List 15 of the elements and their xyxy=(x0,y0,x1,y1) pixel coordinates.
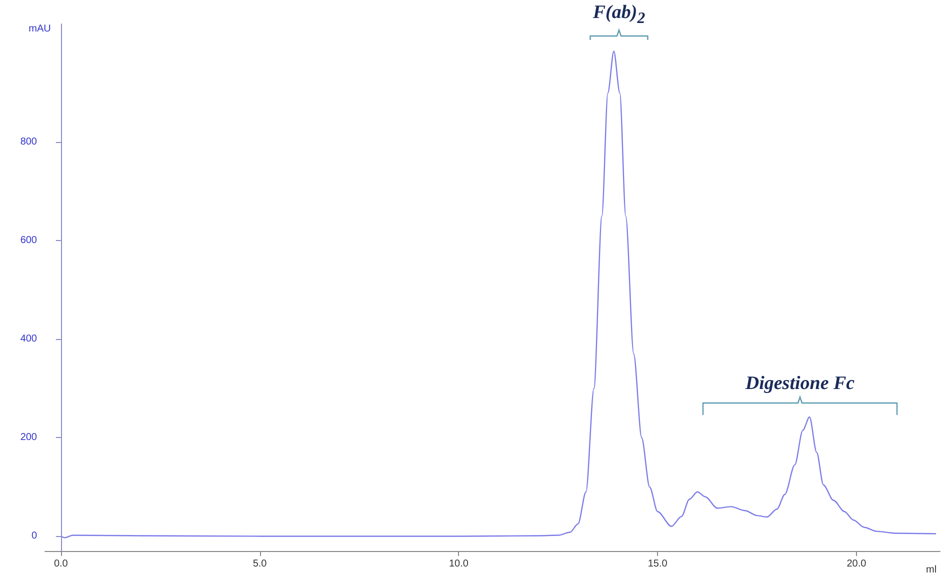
x-axis-title: ml xyxy=(926,564,937,575)
y-tick-label: 0 xyxy=(31,530,38,542)
y-tick-label: 600 xyxy=(20,235,38,246)
line-series xyxy=(60,50,937,538)
annotation: Digestione Fc xyxy=(745,373,855,395)
x-tick-label: 5.0 xyxy=(252,558,268,570)
annotation: F(ab)$_{2}$ xyxy=(592,2,646,28)
y-axis-title: mAU xyxy=(28,24,51,34)
y-tick-label: 800 xyxy=(20,136,38,148)
y-tick-label: 200 xyxy=(20,432,38,444)
x-tick-label: 10.0 xyxy=(448,558,469,570)
x-tick-label: 20.0 xyxy=(846,558,867,570)
y-tick-label: 400 xyxy=(20,334,38,345)
x-tick-label: 15.0 xyxy=(648,558,668,570)
x-tick-label: 0.0 xyxy=(54,558,68,570)
